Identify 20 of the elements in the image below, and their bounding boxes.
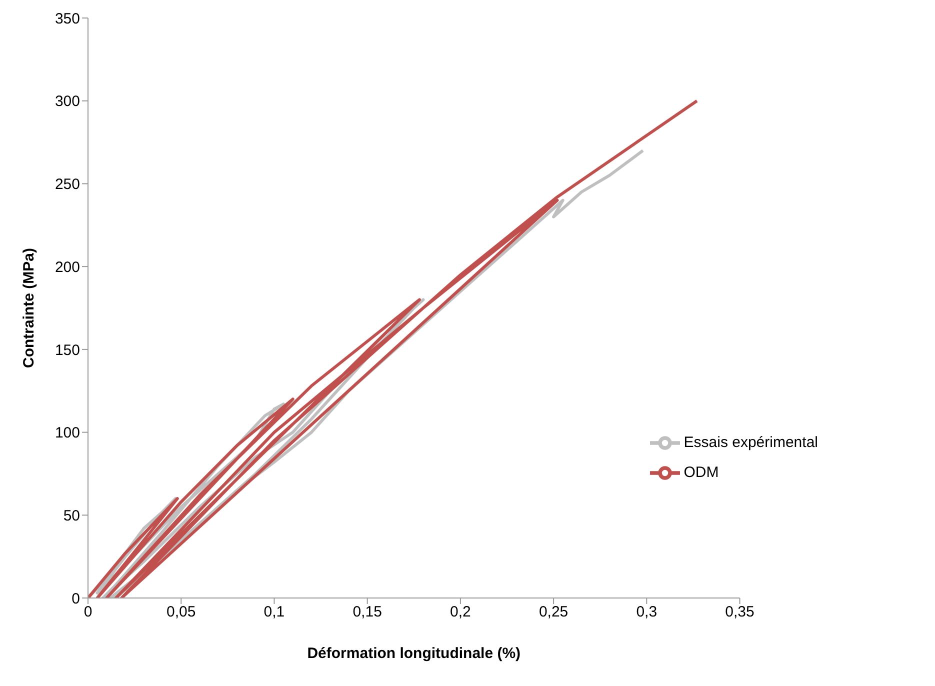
y-tick-label: 50	[63, 507, 80, 524]
x-tick-label: 0,05	[166, 604, 196, 621]
x-tick-label: 0,3	[636, 604, 658, 621]
y-tick-label: 0	[72, 590, 80, 608]
y-tick-label: 150	[54, 342, 80, 359]
y-tick-label: 350	[54, 10, 80, 28]
y-tick-label: 250	[54, 176, 80, 194]
x-tick-label: 0	[84, 604, 92, 621]
x-tick-label: 0,25	[538, 604, 568, 621]
legend-label: Essais expérimental	[684, 434, 818, 452]
y-axis-title: Contrainte (MPa)	[20, 248, 38, 368]
x-axis-title: Déformation longitudinale (%)	[307, 645, 521, 662]
x-tick-label: 0,15	[352, 604, 382, 621]
y-tick-label: 100	[54, 424, 80, 442]
y-tick-label: 200	[54, 258, 80, 276]
x-tick-label: 0,1	[264, 604, 285, 621]
x-tick-label: 0,2	[450, 604, 471, 621]
y-tick-label: 300	[54, 93, 80, 110]
legend-label: ODM	[684, 464, 719, 482]
x-tick-label: 0,35	[725, 604, 754, 621]
